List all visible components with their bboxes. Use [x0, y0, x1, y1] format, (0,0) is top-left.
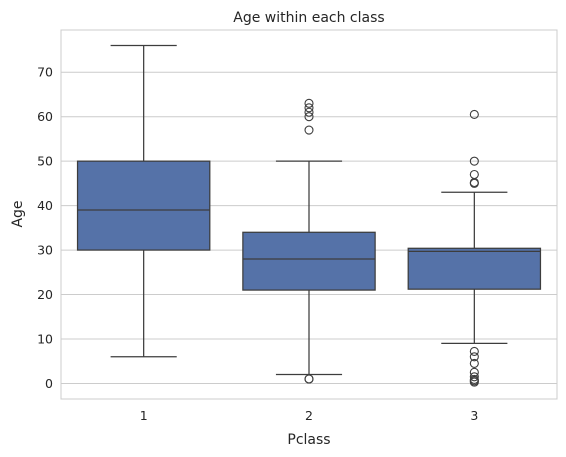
y-tick-label: 0: [45, 376, 53, 391]
x-tick-labels: 1 2 3: [140, 408, 479, 423]
outlier-point: [469, 346, 479, 356]
iqr-box: [407, 247, 542, 290]
chart-title: Age within each class: [233, 10, 384, 26]
y-tick-labels: 0 10 20 30 40 50 60 70: [37, 65, 53, 391]
y-tick-label: 10: [37, 331, 53, 346]
y-axis-label: Age: [10, 200, 26, 227]
y-tick-label: 20: [37, 287, 53, 302]
outlier-point: [304, 112, 314, 122]
outlier-point: [469, 109, 479, 120]
x-tick-label: 1: [140, 408, 148, 423]
box-group-2: [242, 98, 376, 384]
outlier-point: [469, 367, 479, 377]
outlier-point: [304, 125, 314, 135]
outlier-point: [469, 156, 479, 166]
x-tick-label: 2: [305, 408, 313, 423]
iqr-box: [76, 160, 211, 251]
y-tick-label: 40: [37, 198, 53, 213]
y-tick-label: 70: [37, 65, 53, 80]
x-tick-label: 3: [470, 408, 478, 423]
y-tick-label: 30: [37, 243, 53, 258]
boxes: [76, 44, 542, 387]
outlier-point: [469, 358, 479, 368]
outlier-point: [469, 169, 479, 180]
outlier-point: [304, 98, 314, 108]
box-group-3: [407, 109, 542, 387]
outlier-point: [469, 372, 479, 382]
outlier-point: [304, 103, 314, 113]
outlier-point: [304, 374, 314, 384]
iqr-box: [242, 231, 376, 291]
x-axis-label: Pclass: [287, 432, 330, 448]
y-tick-label: 50: [37, 154, 53, 169]
outlier-point: [304, 107, 314, 117]
outlier-point: [469, 374, 479, 384]
y-tick-label: 60: [37, 109, 53, 124]
box-group-1: [76, 44, 211, 358]
outlier-point: [469, 352, 479, 362]
